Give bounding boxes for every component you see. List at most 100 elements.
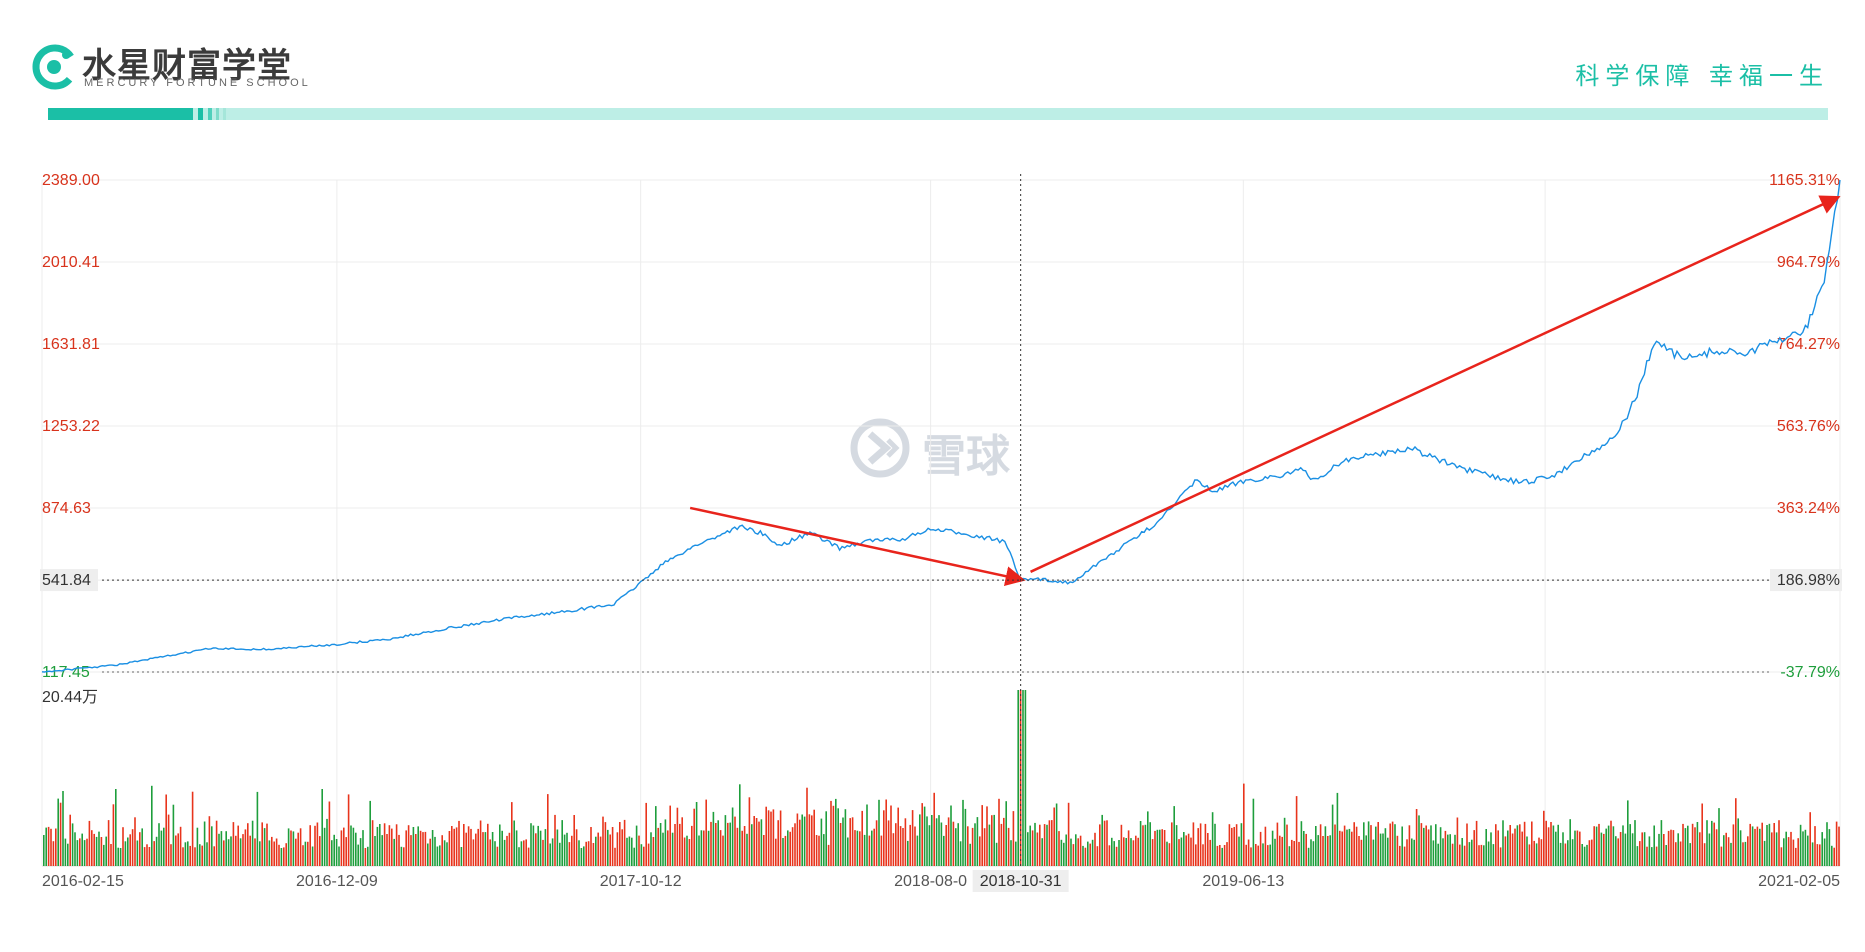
volume-bar — [268, 840, 271, 866]
volume-bar — [724, 815, 727, 866]
volume-bar — [86, 838, 88, 866]
volume-bar — [719, 830, 722, 866]
volume-bar — [1065, 834, 1067, 866]
volume-bar — [1720, 846, 1723, 866]
volume-bar — [1459, 844, 1461, 866]
volume-bar — [1041, 838, 1043, 866]
volume-bar — [1555, 831, 1557, 866]
volume-bar — [1031, 830, 1034, 866]
volume-bar — [1718, 808, 1720, 866]
volume-bar — [278, 844, 280, 866]
volume-bar — [755, 818, 758, 866]
volume-bar — [782, 838, 784, 866]
volume-bar — [50, 828, 52, 866]
volume-bar — [971, 827, 974, 866]
volume-bar — [1485, 829, 1487, 866]
volume-bar — [1418, 815, 1420, 866]
volume-bar — [1137, 837, 1139, 866]
volume-bar — [1639, 841, 1641, 866]
volume-bar — [355, 832, 357, 866]
volume-bar — [1204, 823, 1207, 866]
volume-bar — [1557, 824, 1559, 866]
volume-bar — [203, 821, 206, 866]
y-tick-label-right: 964.79% — [1777, 254, 1840, 271]
volume-bar — [55, 828, 57, 866]
volume-bar — [76, 840, 79, 866]
volume-bar — [479, 820, 482, 866]
volume-bar — [251, 820, 254, 866]
volume-bar — [1696, 822, 1699, 866]
volume-bar — [712, 811, 715, 866]
volume-bar — [307, 841, 309, 866]
volume-bar — [731, 807, 734, 866]
volume-bar — [652, 837, 655, 866]
volume-bar — [955, 828, 957, 866]
volume-bar — [580, 848, 583, 866]
volume-bar — [59, 802, 62, 866]
volume-bar — [484, 832, 487, 866]
volume-bar — [71, 823, 74, 866]
volume-bar — [388, 825, 391, 866]
volume-bar — [271, 836, 273, 866]
volume-bar — [1687, 825, 1689, 866]
volume-bar — [1471, 839, 1473, 866]
crosshair-date-box — [972, 870, 1069, 892]
volume-bar — [1711, 820, 1713, 866]
volume-bar — [1159, 829, 1161, 866]
volume-bar — [873, 828, 875, 866]
volume-bar — [959, 841, 962, 866]
volume-bar — [451, 826, 453, 866]
volume-bar — [1778, 820, 1780, 866]
volume-bar — [491, 832, 494, 866]
volume-bar — [422, 832, 424, 866]
volume-bar — [883, 810, 885, 866]
volume-bar — [503, 839, 506, 866]
volume-bar — [227, 839, 230, 866]
volume-bar — [585, 841, 587, 866]
volume-bar — [321, 789, 323, 866]
volume-bar — [1351, 831, 1353, 866]
volume-bar — [1005, 801, 1007, 866]
volume-bar — [1029, 825, 1031, 866]
volume-bar — [47, 826, 50, 866]
volume-bar — [571, 835, 573, 866]
volume-bar — [691, 825, 693, 866]
crosshair-pct-label: 186.98% — [1777, 572, 1840, 589]
volume-bar — [1149, 822, 1151, 866]
volume-bar — [259, 841, 261, 866]
volume-bar — [1243, 783, 1245, 866]
volume-bar — [1593, 826, 1595, 866]
volume-bar — [347, 794, 350, 866]
volume-bar — [1077, 838, 1079, 866]
volume-bar — [787, 830, 789, 866]
y-tick-label-left: 1253.22 — [42, 418, 100, 435]
volume-bar — [789, 831, 791, 866]
volume-bar — [609, 834, 611, 866]
volume-bar — [1144, 824, 1147, 866]
volume-bar — [1622, 825, 1624, 866]
volume-bar — [62, 791, 64, 866]
volume-bar — [1063, 842, 1065, 866]
volume-bar — [575, 829, 578, 866]
volume-bar — [736, 827, 739, 866]
volume-bar — [1598, 823, 1600, 866]
volume-bar — [1079, 835, 1082, 866]
volume-bar — [83, 840, 86, 866]
volume-bar — [1046, 824, 1048, 866]
volume-bar — [194, 847, 196, 866]
volume-bar — [1617, 838, 1619, 866]
volume-bar — [1387, 837, 1389, 866]
volume-bar — [559, 842, 561, 866]
volume-bar — [638, 835, 640, 866]
volume-bar — [1139, 821, 1142, 866]
volume-bar — [1334, 824, 1336, 866]
volume-bar — [467, 826, 470, 866]
volume-bar — [309, 825, 311, 866]
volume-bar — [976, 817, 979, 866]
volume-bar — [235, 835, 237, 866]
volume-bar — [1480, 844, 1483, 866]
volume-bar — [230, 836, 232, 866]
volume-bar — [443, 840, 446, 866]
volume-bar — [643, 846, 645, 866]
